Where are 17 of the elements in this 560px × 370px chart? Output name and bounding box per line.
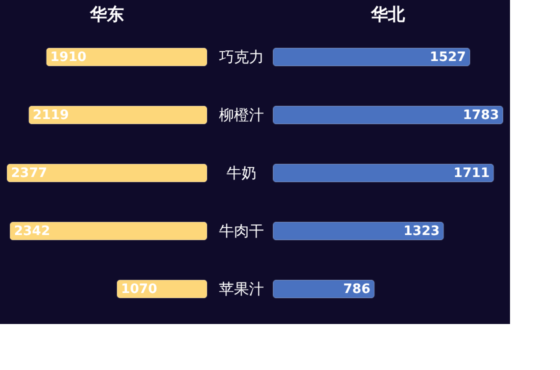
y-tick-label: 苹果汁 <box>219 280 264 298</box>
y-tick-label: 柳橙汁 <box>219 106 264 124</box>
data-label: 2377 <box>11 166 48 181</box>
y-tick-label: 巧克力 <box>219 48 264 66</box>
data-label: 1070 <box>120 282 158 297</box>
data-label: 2342 <box>14 224 50 239</box>
y-tick-label: 牛肉干 <box>219 222 264 240</box>
data-label: 1323 <box>403 224 440 239</box>
data-label: 1527 <box>430 50 466 65</box>
chart-title: 华东 <box>89 5 124 25</box>
data-label: 786 <box>343 282 370 297</box>
chart-title: 华北 <box>370 5 406 25</box>
data-label: 2119 <box>32 108 69 123</box>
data-label: 1783 <box>462 108 499 123</box>
y-tick-label: 牛奶 <box>226 164 256 182</box>
data-label: 1910 <box>50 50 86 65</box>
data-label: 1711 <box>454 166 490 181</box>
